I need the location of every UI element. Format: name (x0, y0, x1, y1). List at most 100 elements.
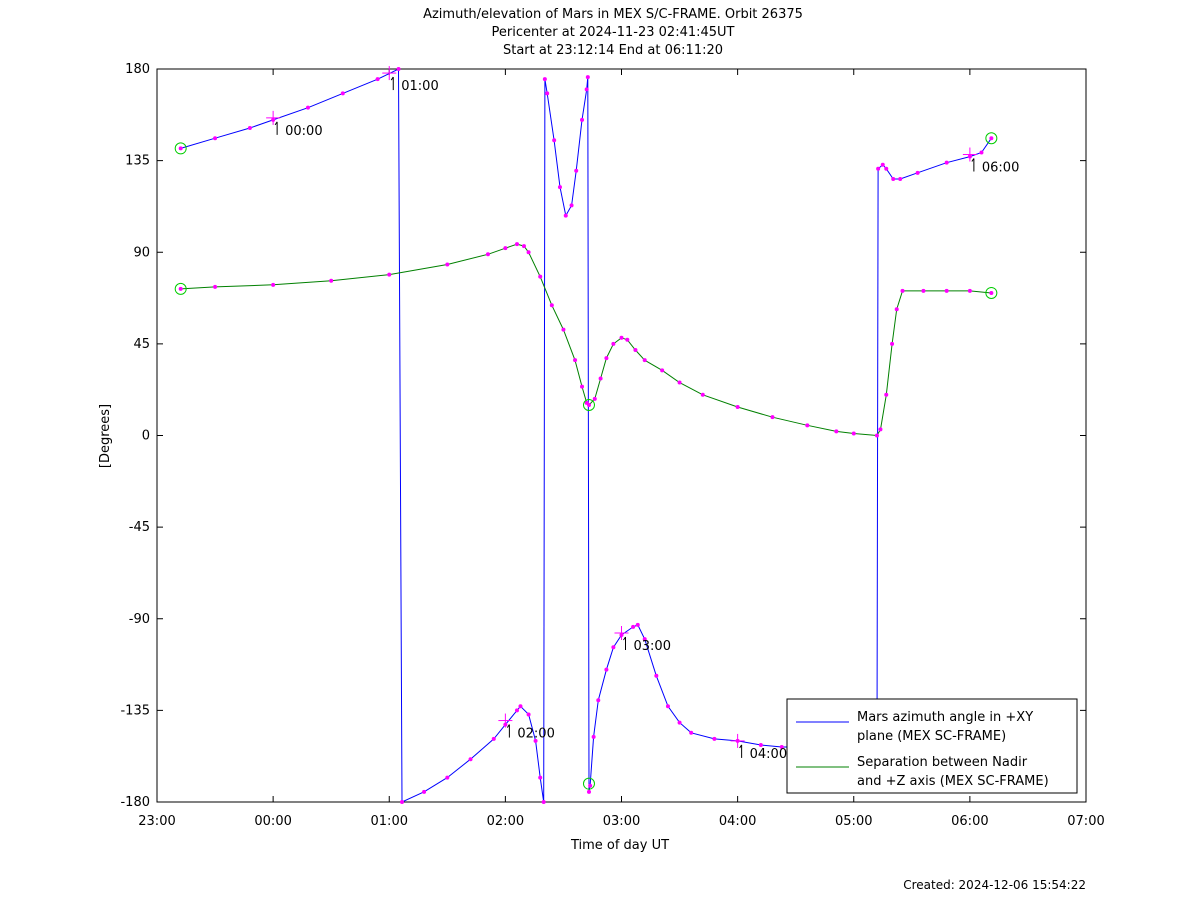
data-point (396, 67, 401, 71)
data-point (526, 712, 531, 717)
data-point (271, 282, 276, 287)
hour-marker: 01:00 (382, 66, 439, 94)
data-point (542, 77, 547, 82)
x-tick-label: 02:00 (487, 814, 524, 829)
data-point (178, 286, 183, 291)
y-tick-label: 180 (125, 62, 150, 77)
endpoint-circle (174, 282, 187, 295)
hour-marker-label: 04:00 (750, 747, 787, 762)
data-point (375, 77, 380, 82)
data-point (573, 358, 578, 363)
data-point (514, 708, 519, 713)
data-point (569, 203, 574, 208)
series-line-0 (180, 68, 992, 803)
data-point (541, 800, 546, 804)
data-point (538, 274, 543, 279)
data-point (329, 278, 334, 283)
hour-marker: 03:00 (614, 626, 671, 654)
data-point (588, 783, 593, 788)
data-point (625, 337, 630, 342)
data-point (485, 252, 490, 257)
y-tick-label: 90 (133, 245, 150, 260)
endpoint-circle (582, 398, 595, 411)
data-point (880, 162, 885, 167)
data-point (689, 730, 694, 735)
y-tick-label: -90 (129, 612, 150, 627)
hour-marker-label: 02:00 (517, 727, 554, 742)
data-point (989, 136, 994, 141)
marker-layer (174, 67, 998, 804)
data-point (580, 384, 585, 389)
data-point (700, 392, 705, 397)
data-point (712, 736, 717, 741)
data-point (654, 673, 659, 678)
data-point (445, 775, 450, 780)
data-point (305, 105, 310, 110)
data-point (533, 738, 538, 743)
title-line-3: Start at 23:12:14 End at 06:11:20 (503, 43, 723, 58)
data-point (514, 242, 519, 247)
data-point (247, 126, 252, 131)
data-point (944, 160, 949, 165)
hour-marker-label: 06:00 (982, 161, 1019, 176)
y-axis: 180 135 90 45 0 -45 -90 -135 -180 (120, 62, 1086, 810)
data-point (894, 307, 899, 312)
x-tick-label: 01:00 (371, 814, 408, 829)
data-point (518, 704, 523, 709)
x-tick-label: 07:00 (1067, 814, 1104, 829)
data-point (574, 168, 579, 173)
data-point (596, 698, 601, 703)
data-point (213, 284, 218, 289)
x-tick-label: 04:00 (719, 814, 756, 829)
series-layer (180, 68, 992, 803)
data-point (557, 185, 562, 190)
plot-frame (156, 68, 1087, 803)
data-point (619, 335, 624, 340)
x-tick-label: 05:00 (835, 814, 872, 829)
legend-label-azimuth-2: plane (MEX SC-FRAME) (857, 729, 1006, 744)
data-point (521, 244, 526, 249)
data-point (604, 667, 609, 672)
data-point (878, 427, 883, 432)
data-point (538, 775, 543, 780)
title-line-1: Azimuth/elevation of Mars in MEX S/C-FRA… (423, 7, 803, 22)
hour-marker: 00:00 (266, 110, 323, 139)
data-point (586, 402, 591, 407)
data-point (584, 87, 589, 92)
endpoint-circle (582, 777, 595, 790)
data-point (213, 136, 218, 141)
data-point (545, 91, 550, 96)
data-point (758, 742, 763, 747)
data-point (549, 303, 554, 308)
data-point (591, 734, 596, 739)
data-point (642, 358, 647, 363)
data-point (890, 341, 895, 346)
data-point (580, 117, 585, 122)
y-tick-label: -45 (129, 520, 150, 535)
data-point (598, 376, 603, 381)
title-line-2: Pericenter at 2024-11-23 02:41:45UT (491, 25, 734, 40)
x-tick-label: 03:00 (603, 814, 640, 829)
data-point (561, 327, 566, 332)
hour-marker-label: 01:00 (401, 79, 438, 94)
data-point (805, 423, 810, 428)
endpoint-circle (985, 286, 998, 299)
y-tick-label: 135 (125, 154, 150, 169)
data-point (779, 745, 784, 750)
hour-marker-label: 00:00 (285, 124, 322, 139)
data-point (400, 800, 405, 804)
data-point (891, 176, 896, 181)
hour-marker-label: 03:00 (634, 639, 671, 654)
data-point (884, 392, 889, 397)
data-point (967, 288, 972, 293)
data-point (503, 246, 508, 251)
data-point (635, 622, 640, 627)
endpoint-circle (985, 132, 998, 145)
data-point (642, 637, 647, 642)
hour-marker: 04:00 (730, 733, 787, 762)
y-tick-label: 45 (133, 337, 150, 352)
x-axis: 23:00 00:00 01:00 02:00 03:00 04:00 05:00 06:00… (138, 69, 1105, 829)
x-axis-label: Time of day UT (570, 838, 669, 853)
data-point (770, 415, 775, 420)
